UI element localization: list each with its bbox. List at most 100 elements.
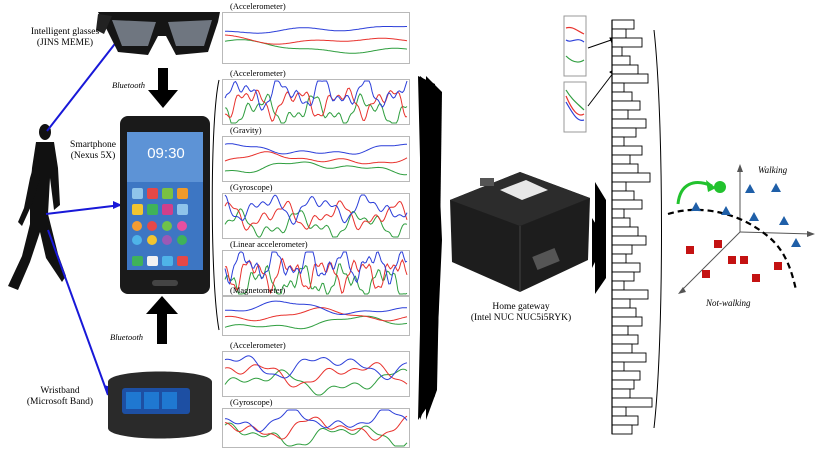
feature-bar	[611, 100, 641, 111]
feature-bar	[611, 172, 651, 183]
signal-trace	[224, 368, 408, 396]
feature-bar	[611, 28, 627, 39]
feature-bar	[611, 379, 635, 390]
feature-bar	[611, 343, 633, 354]
bluetooth-arrow-top	[148, 68, 178, 108]
link-to-wristband	[47, 229, 109, 396]
phone-model: (Nexus 5X)	[70, 151, 116, 161]
feature-bar	[611, 55, 631, 66]
feature-bar	[611, 397, 653, 408]
wristband-label: Wristband (Microsoft Band)	[8, 386, 112, 408]
feature-bar	[611, 235, 647, 246]
phone-linear-accelerometer-plot	[222, 250, 410, 296]
feature-bar	[611, 289, 649, 300]
feature-bar	[611, 37, 643, 48]
glasses-model: (JINS MEME)	[36, 38, 94, 48]
phone-gravity-plot	[222, 136, 410, 182]
feature-bar	[611, 109, 629, 120]
signal-trace	[224, 39, 408, 54]
decision-boundary	[667, 208, 798, 291]
feature-bar	[611, 388, 631, 399]
feature-bar	[611, 127, 637, 138]
feature-bar	[611, 370, 641, 381]
phone-gravity-title: (Gravity)	[230, 125, 262, 135]
feature-bar	[611, 136, 625, 147]
signal-trace	[225, 300, 407, 315]
signal-trace	[224, 422, 408, 447]
signal-trace	[225, 26, 407, 34]
feature-bar	[611, 244, 633, 255]
feature-bar	[611, 352, 647, 363]
feature-bar	[611, 217, 631, 228]
feature-bar	[611, 271, 635, 282]
signal-trace	[224, 194, 408, 226]
phone-sensor-brace	[211, 79, 220, 331]
gateway-label: Home gateway (Intel NUC NUC5i5RYK)	[456, 302, 586, 324]
signal-trace	[224, 34, 408, 45]
feature-bar	[611, 325, 629, 336]
band-gyroscope-plot	[222, 408, 410, 448]
signal-trace	[224, 263, 408, 295]
feature-bar	[611, 145, 643, 156]
bluetooth-label-bottom: Bluetooth	[110, 332, 144, 342]
feature-bar	[611, 262, 641, 273]
feature-detail-plots	[563, 15, 587, 133]
signal-trace	[224, 251, 408, 285]
phone-linear-accelerometer-title: (Linear accelerometer)	[230, 239, 308, 249]
glasses-accelerometer-plot	[222, 12, 410, 64]
feature-vector	[611, 19, 653, 435]
signal-trace	[224, 315, 408, 330]
glasses-accelerometer-title: (Accelerometer)	[230, 1, 286, 11]
feature-bar	[611, 199, 643, 210]
new-sample-arrow	[676, 181, 713, 205]
walking-points	[691, 183, 801, 247]
signal-trace	[224, 143, 408, 155]
feature-bar	[611, 118, 647, 129]
signal-trace	[224, 92, 408, 124]
signal-trace	[225, 257, 408, 295]
signal-trace	[224, 355, 408, 381]
signal-trace	[224, 415, 408, 441]
feature-bar	[611, 73, 649, 84]
feature-brace	[653, 29, 662, 429]
signal-trace	[224, 208, 408, 238]
phone-name: Smartphone	[70, 140, 116, 150]
feature-bar	[611, 190, 635, 201]
phone-gyroscope-plot	[222, 193, 410, 239]
band-accelerometer-plot	[222, 351, 410, 397]
band-accelerometer-title: (Accelerometer)	[230, 340, 286, 350]
link-to-glasses	[46, 35, 122, 132]
phone-accelerometer-title: (Accelerometer)	[230, 68, 286, 78]
feature-bar	[611, 334, 639, 345]
glasses-label: Intelligent glasses (JINS MEME)	[20, 27, 110, 49]
smartphone-icon	[120, 116, 210, 294]
feature-bar	[611, 298, 631, 309]
phone-accelerometer-plot	[222, 79, 410, 125]
phone-gyroscope-title: (Gyroscope)	[230, 182, 273, 192]
wristband-name: Wristband	[40, 386, 80, 396]
walking-class-label: Walking	[758, 165, 788, 175]
feature-bar	[611, 82, 625, 93]
not-walking-class-label: Not-walking	[706, 298, 751, 308]
signal-trace	[225, 409, 408, 433]
feature-bar	[611, 253, 627, 264]
band-gyroscope-title: (Gyroscope)	[230, 397, 273, 407]
signal-trace	[224, 362, 408, 388]
signal-trace	[224, 87, 407, 122]
glasses-name: Intelligent glasses	[30, 27, 100, 37]
phone-clock: 09:30	[147, 145, 185, 162]
feature-bar	[611, 181, 627, 192]
feature-bar	[611, 424, 633, 435]
signal-trace	[224, 161, 408, 176]
gateway-name: Home gateway	[492, 302, 550, 312]
signal-trace	[224, 200, 408, 231]
feature-bar	[611, 163, 639, 174]
phone-label: Smartphone (Nexus 5X)	[58, 140, 128, 162]
phone-magnetometer-title: (Magnetometer)	[230, 285, 286, 295]
glasses-icon	[96, 12, 220, 55]
feature-bar	[611, 415, 639, 426]
bluetooth-label-top: Bluetooth	[112, 80, 146, 90]
feature-bar	[611, 280, 625, 291]
classifier-plot	[667, 164, 815, 294]
